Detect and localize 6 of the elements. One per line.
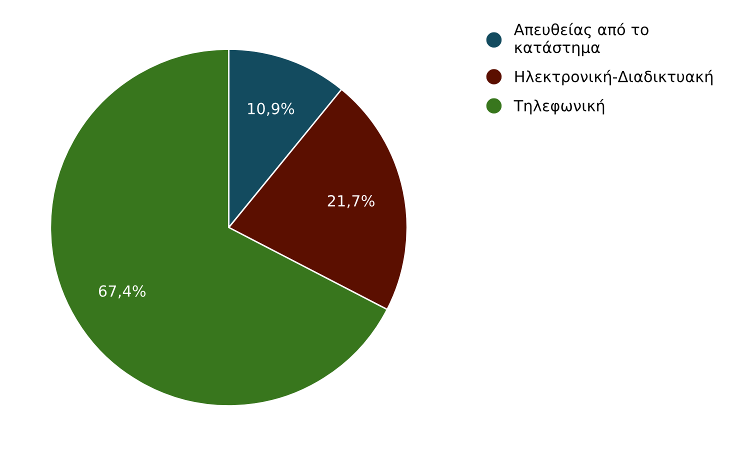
data-label: 67,4%	[98, 285, 146, 298]
legend-label: Τηλεφωνική	[514, 99, 604, 114]
data-label: 10,9%	[248, 102, 294, 116]
data-label: 21,7%	[328, 195, 374, 208]
legend-label: Ηλεκτρονική-Διαδικτυακή	[515, 70, 712, 86]
legend-label: Απευθείας από το κατάστημα	[514, 22, 648, 56]
